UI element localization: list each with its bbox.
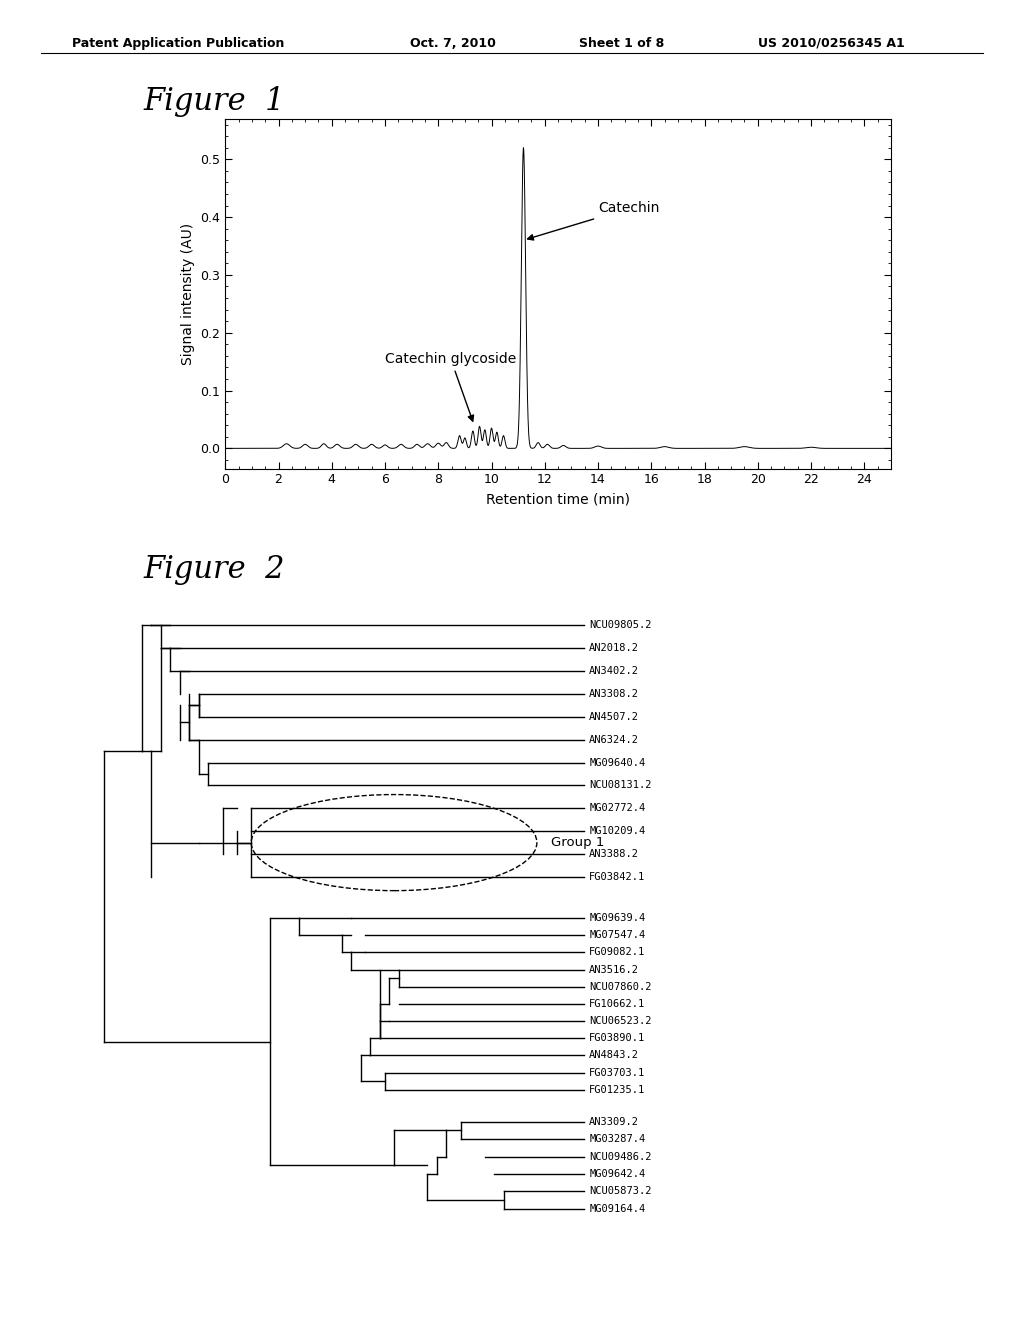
Text: FG03703.1: FG03703.1 — [589, 1068, 645, 1077]
Text: AN3308.2: AN3308.2 — [589, 689, 639, 698]
Text: Catechin: Catechin — [527, 202, 659, 240]
Text: Catechin glycoside: Catechin glycoside — [385, 351, 516, 421]
Text: AN3516.2: AN3516.2 — [589, 965, 639, 974]
Text: NCU09805.2: NCU09805.2 — [589, 620, 651, 630]
Text: FG03842.1: FG03842.1 — [589, 873, 645, 882]
Text: AN2018.2: AN2018.2 — [589, 643, 639, 653]
Text: Patent Application Publication: Patent Application Publication — [72, 37, 284, 50]
Text: FG10662.1: FG10662.1 — [589, 999, 645, 1008]
Text: NCU09486.2: NCU09486.2 — [589, 1151, 651, 1162]
Text: AN4507.2: AN4507.2 — [589, 711, 639, 722]
Text: MG10209.4: MG10209.4 — [589, 826, 645, 836]
Text: AN4843.2: AN4843.2 — [589, 1051, 639, 1060]
Text: NCU08131.2: NCU08131.2 — [589, 780, 651, 791]
Text: MG09640.4: MG09640.4 — [589, 758, 645, 767]
Text: Oct. 7, 2010: Oct. 7, 2010 — [410, 37, 496, 50]
X-axis label: Retention time (min): Retention time (min) — [486, 492, 630, 506]
Text: MG03287.4: MG03287.4 — [589, 1134, 645, 1144]
Text: NCU07860.2: NCU07860.2 — [589, 982, 651, 991]
Text: MG09642.4: MG09642.4 — [589, 1170, 645, 1179]
Text: FG03890.1: FG03890.1 — [589, 1034, 645, 1043]
Text: MG02772.4: MG02772.4 — [589, 804, 645, 813]
Text: Figure  1: Figure 1 — [143, 86, 285, 116]
Text: AN6324.2: AN6324.2 — [589, 735, 639, 744]
Text: AN3388.2: AN3388.2 — [589, 849, 639, 859]
Text: MG07547.4: MG07547.4 — [589, 931, 645, 940]
Text: AN3402.2: AN3402.2 — [589, 667, 639, 676]
Text: Figure  2: Figure 2 — [143, 554, 285, 585]
Text: NCU06523.2: NCU06523.2 — [589, 1016, 651, 1026]
Text: MG09639.4: MG09639.4 — [589, 913, 645, 923]
Y-axis label: Signal intensity (AU): Signal intensity (AU) — [181, 223, 195, 364]
Text: AN3309.2: AN3309.2 — [589, 1117, 639, 1127]
Text: Group 1: Group 1 — [551, 836, 604, 849]
Text: FG09082.1: FG09082.1 — [589, 948, 645, 957]
Text: US 2010/0256345 A1: US 2010/0256345 A1 — [758, 37, 904, 50]
Text: FG01235.1: FG01235.1 — [589, 1085, 645, 1094]
Text: Sheet 1 of 8: Sheet 1 of 8 — [579, 37, 664, 50]
Text: MG09164.4: MG09164.4 — [589, 1204, 645, 1213]
Text: NCU05873.2: NCU05873.2 — [589, 1187, 651, 1196]
